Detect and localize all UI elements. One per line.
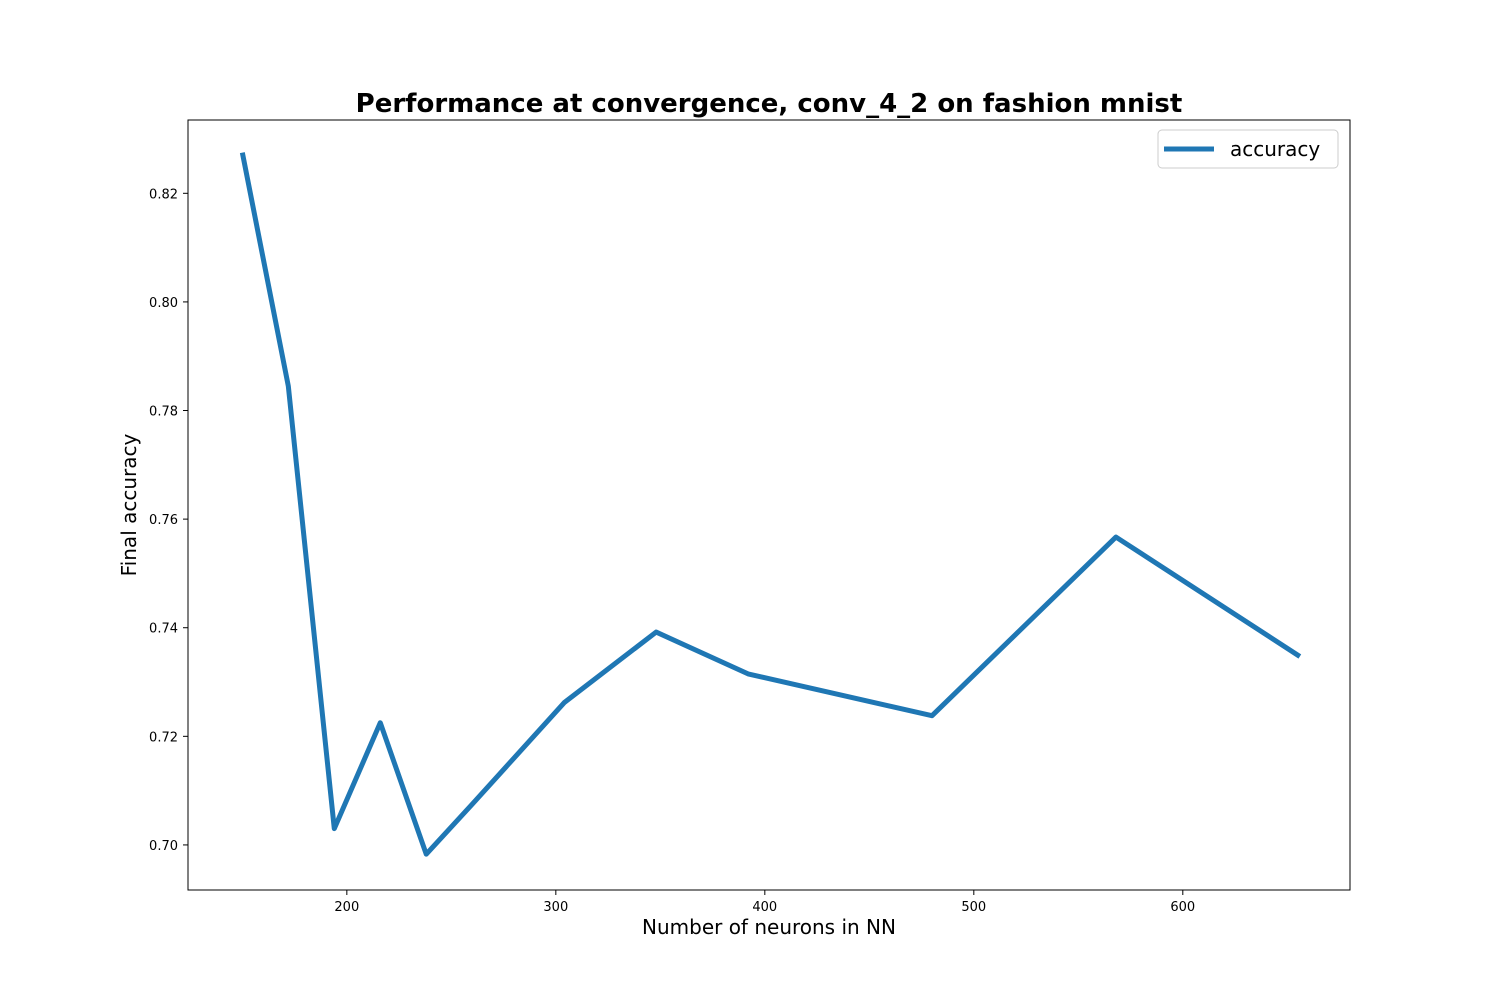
x-axis-label: Number of neurons in NN — [642, 915, 896, 939]
y-tick-label-4: 0.78 — [149, 405, 178, 420]
y-tick-label-3: 0.76 — [149, 513, 178, 528]
x-axis: 200 300 400 500 600 — [334, 890, 1195, 915]
y-tick-label-1: 0.72 — [149, 730, 178, 745]
chart-title: Performance at convergence, conv_4_2 on … — [356, 89, 1183, 119]
plot-frame — [187, 119, 1351, 891]
x-tick-label-600: 600 — [1170, 900, 1195, 915]
y-axis: 0.70 0.72 0.74 0.76 0.78 0.80 0.82 — [149, 187, 188, 854]
legend-label-accuracy: accuracy — [1230, 137, 1320, 161]
y-tick-label-6: 0.82 — [149, 187, 178, 202]
y-tick-label-5: 0.80 — [149, 296, 178, 311]
y-tick-label-2: 0.74 — [149, 622, 178, 637]
x-tick-label-300: 300 — [543, 900, 568, 915]
y-axis-label: Final accuracy — [117, 433, 141, 576]
x-tick-label-500: 500 — [961, 900, 986, 915]
x-tick-label-400: 400 — [752, 900, 777, 915]
legend: accuracy — [1157, 129, 1339, 169]
x-tick-label-200: 200 — [334, 900, 359, 915]
y-tick-label-0: 0.70 — [149, 839, 178, 854]
series-line-accuracy — [239, 152, 1302, 857]
legend-box — [1157, 129, 1339, 169]
plot-area — [239, 152, 1302, 857]
